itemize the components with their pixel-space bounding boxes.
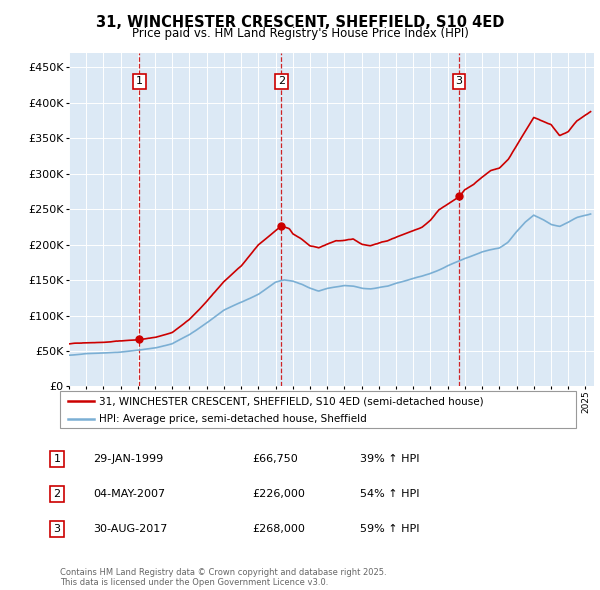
Text: 39% ↑ HPI: 39% ↑ HPI — [360, 454, 419, 464]
Text: 29-JAN-1999: 29-JAN-1999 — [93, 454, 163, 464]
Text: 1: 1 — [136, 77, 143, 87]
Text: Price paid vs. HM Land Registry's House Price Index (HPI): Price paid vs. HM Land Registry's House … — [131, 27, 469, 40]
Text: 1: 1 — [53, 454, 61, 464]
FancyBboxPatch shape — [60, 391, 576, 428]
Text: 31, WINCHESTER CRESCENT, SHEFFIELD, S10 4ED: 31, WINCHESTER CRESCENT, SHEFFIELD, S10 … — [96, 15, 504, 30]
Text: 3: 3 — [455, 77, 463, 87]
Text: 3: 3 — [53, 525, 61, 534]
Text: 04-MAY-2007: 04-MAY-2007 — [93, 489, 165, 499]
Text: £226,000: £226,000 — [252, 489, 305, 499]
Text: 54% ↑ HPI: 54% ↑ HPI — [360, 489, 419, 499]
Text: 2: 2 — [53, 489, 61, 499]
Text: 2: 2 — [278, 77, 285, 87]
Text: 59% ↑ HPI: 59% ↑ HPI — [360, 525, 419, 534]
Text: Contains HM Land Registry data © Crown copyright and database right 2025.
This d: Contains HM Land Registry data © Crown c… — [60, 568, 386, 587]
Text: £268,000: £268,000 — [252, 525, 305, 534]
Text: 30-AUG-2017: 30-AUG-2017 — [93, 525, 167, 534]
Text: £66,750: £66,750 — [252, 454, 298, 464]
Text: 31, WINCHESTER CRESCENT, SHEFFIELD, S10 4ED (semi-detached house): 31, WINCHESTER CRESCENT, SHEFFIELD, S10 … — [98, 396, 484, 406]
Text: HPI: Average price, semi-detached house, Sheffield: HPI: Average price, semi-detached house,… — [98, 414, 367, 424]
